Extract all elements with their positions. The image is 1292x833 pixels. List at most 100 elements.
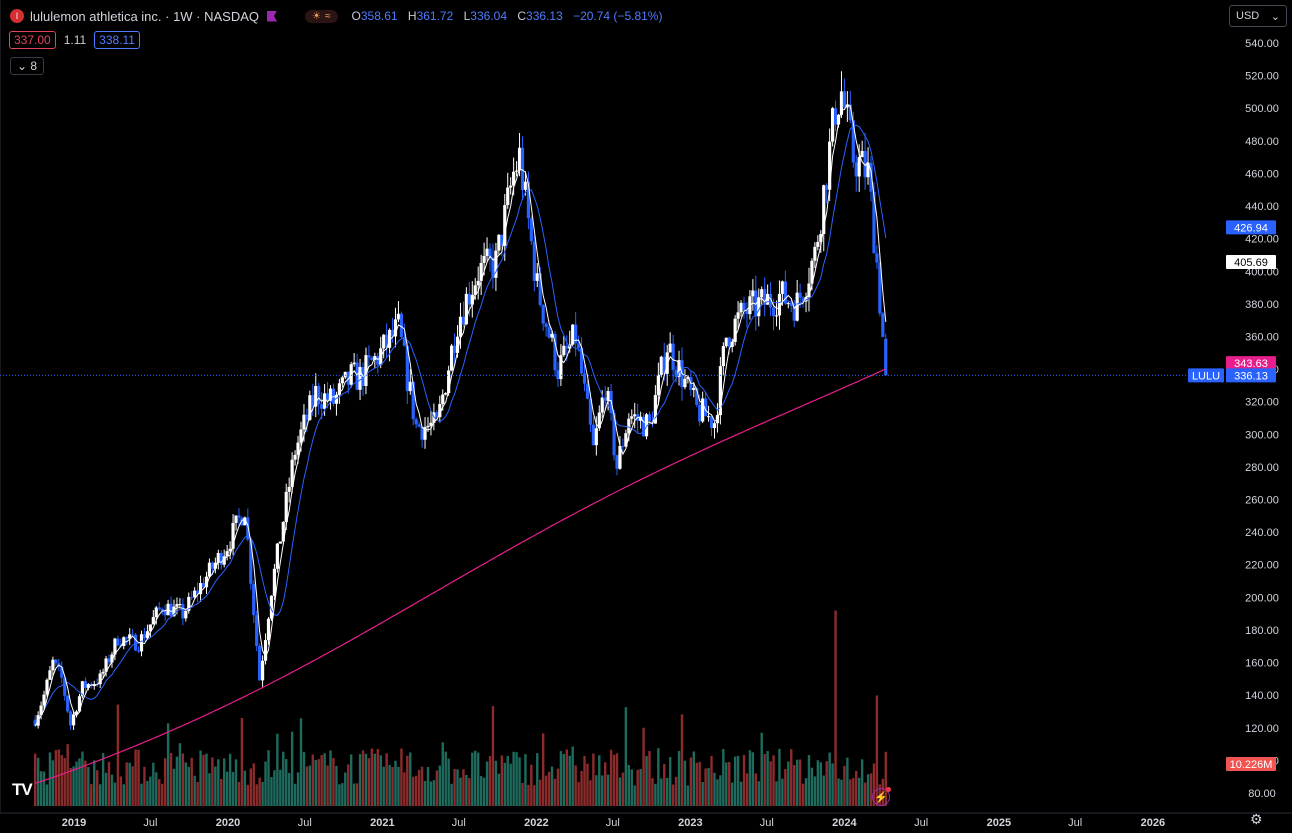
volume-bar [527,784,530,806]
candle-body [266,618,271,641]
candle-body [656,374,660,396]
price-label: 343.63 [1234,358,1268,370]
candle-body [721,346,725,367]
volume-bar [621,772,625,806]
volume-bar [326,765,329,806]
candle-body [402,337,406,346]
volume-bar [441,742,444,806]
candle-body [485,248,489,256]
volume-bar [601,775,604,806]
candle-body [783,281,787,304]
candle-body [408,381,412,392]
candle-body [659,356,663,375]
volume-bar [199,750,202,806]
volume-bar [615,753,619,806]
candle-body [872,191,876,254]
sell-price-button[interactable]: 337.00 [9,31,56,49]
candle-body [771,307,776,316]
candle-body [74,711,79,715]
volume-bar [119,776,123,806]
volume-bar [329,750,332,806]
volume-bar [863,782,867,806]
market-status-pill[interactable]: ☀ ≈ [305,9,338,23]
candle-body [727,337,731,347]
flash-icon[interactable]: ⚡ [872,787,891,806]
candle-body [514,170,519,172]
candle-body [464,293,468,325]
candle-body [151,617,155,625]
x-tick-label: 2022 [524,817,548,829]
indicators-count: 8 [30,59,38,73]
volume-bar [414,775,418,806]
candle-body [320,404,324,409]
y-tick-label: 380.00 [1245,299,1279,311]
candle-body [352,362,356,365]
volume-bar [128,762,131,806]
candle-body [851,120,855,163]
flag-icon[interactable] [267,10,278,22]
volume-bar [140,783,143,806]
candle-body [588,398,593,425]
volume-bar [90,784,93,806]
volume-bar [276,733,279,806]
buy-price-button[interactable]: 338.11 [94,31,140,49]
candle-body [736,312,740,319]
volume-bar [273,770,276,806]
volume-bar [311,754,315,806]
volume-bar [586,763,589,806]
candle-body [532,241,536,281]
indicators-toggle[interactable]: ⌄ 8 [10,57,45,75]
candle-body [80,681,85,697]
candle-body [497,234,501,251]
candle-body [692,387,696,391]
candle-body [751,290,755,297]
volume-bar [296,772,300,806]
volume-bar [373,753,377,806]
volume-bar [63,758,66,806]
volume-bar [722,748,725,806]
volume-bar [379,755,382,806]
candle-body [281,521,285,542]
volume-bar [338,784,341,806]
candle-body [390,329,395,337]
candle-body [866,162,870,178]
volume-bar [134,749,137,806]
volume-bar [361,750,365,806]
tradingview-logo-icon[interactable]: TV [12,780,33,799]
y-tick-label: 180.00 [1245,625,1279,637]
high-value: 361.72 [416,9,454,23]
candle-body [810,260,814,284]
x-tick-label: 2025 [987,817,1011,829]
candle-body [624,433,628,447]
candle-body [216,552,220,563]
volume-bar [388,765,391,806]
volume-bar [205,753,208,806]
symbol-tag: LULU [1192,370,1220,382]
candle-body [863,150,867,178]
volume-bar [152,762,155,806]
volume-bar [488,756,492,806]
candle-body [154,607,158,618]
candle-body [317,385,321,405]
symbol-header: l lululemon athletica inc. · 1W · NASDAQ… [10,6,662,26]
volume-bar [335,765,338,806]
volume-bar [843,765,846,806]
candle-body [45,679,49,695]
volume-bar [122,784,125,806]
moving-average-long [35,368,887,784]
candle-body [346,371,350,385]
currency-select[interactable]: USD ⌄ [1229,5,1287,27]
candle-body [627,418,631,434]
volume-bar [261,781,264,806]
y-tick-label: 240.00 [1245,527,1279,539]
symbol-title[interactable]: lululemon athletica inc. · 1W · NASDAQ [30,8,260,24]
volume-bar [533,785,536,806]
gear-icon[interactable]: ⚙ [1250,811,1263,827]
candle-body [718,366,722,416]
candle-body [763,289,767,305]
volume-bar [146,780,149,806]
volume-bar [795,759,799,806]
volume-bar [412,776,415,806]
candle-body [647,414,652,422]
